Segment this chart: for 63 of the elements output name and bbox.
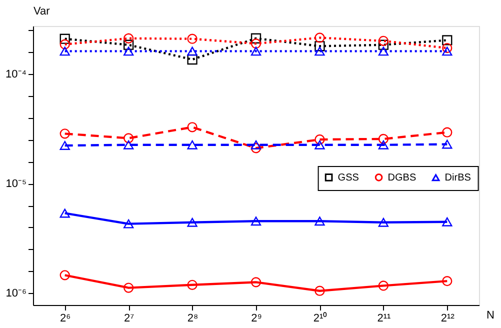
point — [442, 140, 452, 149]
x-axis-title: N — [486, 310, 494, 322]
point — [314, 134, 325, 145]
point — [187, 122, 198, 132]
x-tick-label: 2¹⁰ — [313, 312, 328, 324]
point — [314, 286, 325, 296]
point — [60, 39, 70, 50]
point — [378, 280, 388, 291]
y-tick-label: 10⁻⁴ — [6, 68, 27, 81]
point — [187, 218, 198, 227]
point — [60, 270, 70, 280]
point — [187, 140, 198, 150]
point — [187, 46, 198, 56]
point — [442, 217, 452, 226]
point — [314, 41, 325, 52]
point — [250, 33, 262, 44]
legend-label: DirBS — [444, 172, 472, 184]
point — [187, 34, 198, 44]
point — [442, 35, 452, 46]
x-tick-label: 2⁹ — [251, 312, 262, 324]
point — [60, 128, 70, 139]
point — [250, 46, 262, 56]
point — [124, 219, 134, 228]
x-tick-label: 2¹¹ — [377, 312, 391, 324]
x-tick-label: 2⁸ — [187, 312, 198, 324]
point — [250, 277, 262, 288]
legend-label: GSS — [338, 172, 360, 184]
point — [187, 280, 198, 290]
point — [314, 46, 325, 56]
point — [250, 38, 262, 49]
y-tick-label: 10⁻⁵ — [6, 178, 26, 190]
x-tick-label: 2⁷ — [124, 312, 134, 324]
point — [60, 208, 70, 218]
point — [124, 40, 134, 50]
point — [124, 33, 134, 44]
point — [442, 46, 452, 56]
point — [60, 34, 70, 44]
point — [378, 46, 388, 56]
point — [442, 127, 452, 138]
point — [314, 32, 325, 43]
point — [60, 141, 70, 150]
point — [60, 46, 70, 56]
point — [378, 140, 388, 150]
point — [378, 36, 388, 46]
point — [250, 143, 262, 154]
point — [250, 140, 262, 150]
y-axis-title: Var — [34, 6, 50, 18]
point — [378, 40, 388, 50]
point — [314, 140, 325, 150]
point — [378, 134, 388, 144]
y-tick-label: 10⁻⁶ — [6, 288, 26, 300]
point — [378, 218, 388, 227]
point — [442, 42, 452, 54]
point — [250, 216, 262, 226]
x-tick-label: 2⁶ — [60, 312, 71, 324]
point — [124, 46, 134, 56]
point — [314, 216, 325, 226]
point — [124, 282, 134, 293]
point — [442, 276, 452, 286]
point — [124, 133, 134, 144]
point — [124, 140, 134, 150]
x-tick-label: 2¹² — [440, 312, 455, 324]
legend-label: DGBS — [388, 172, 416, 184]
